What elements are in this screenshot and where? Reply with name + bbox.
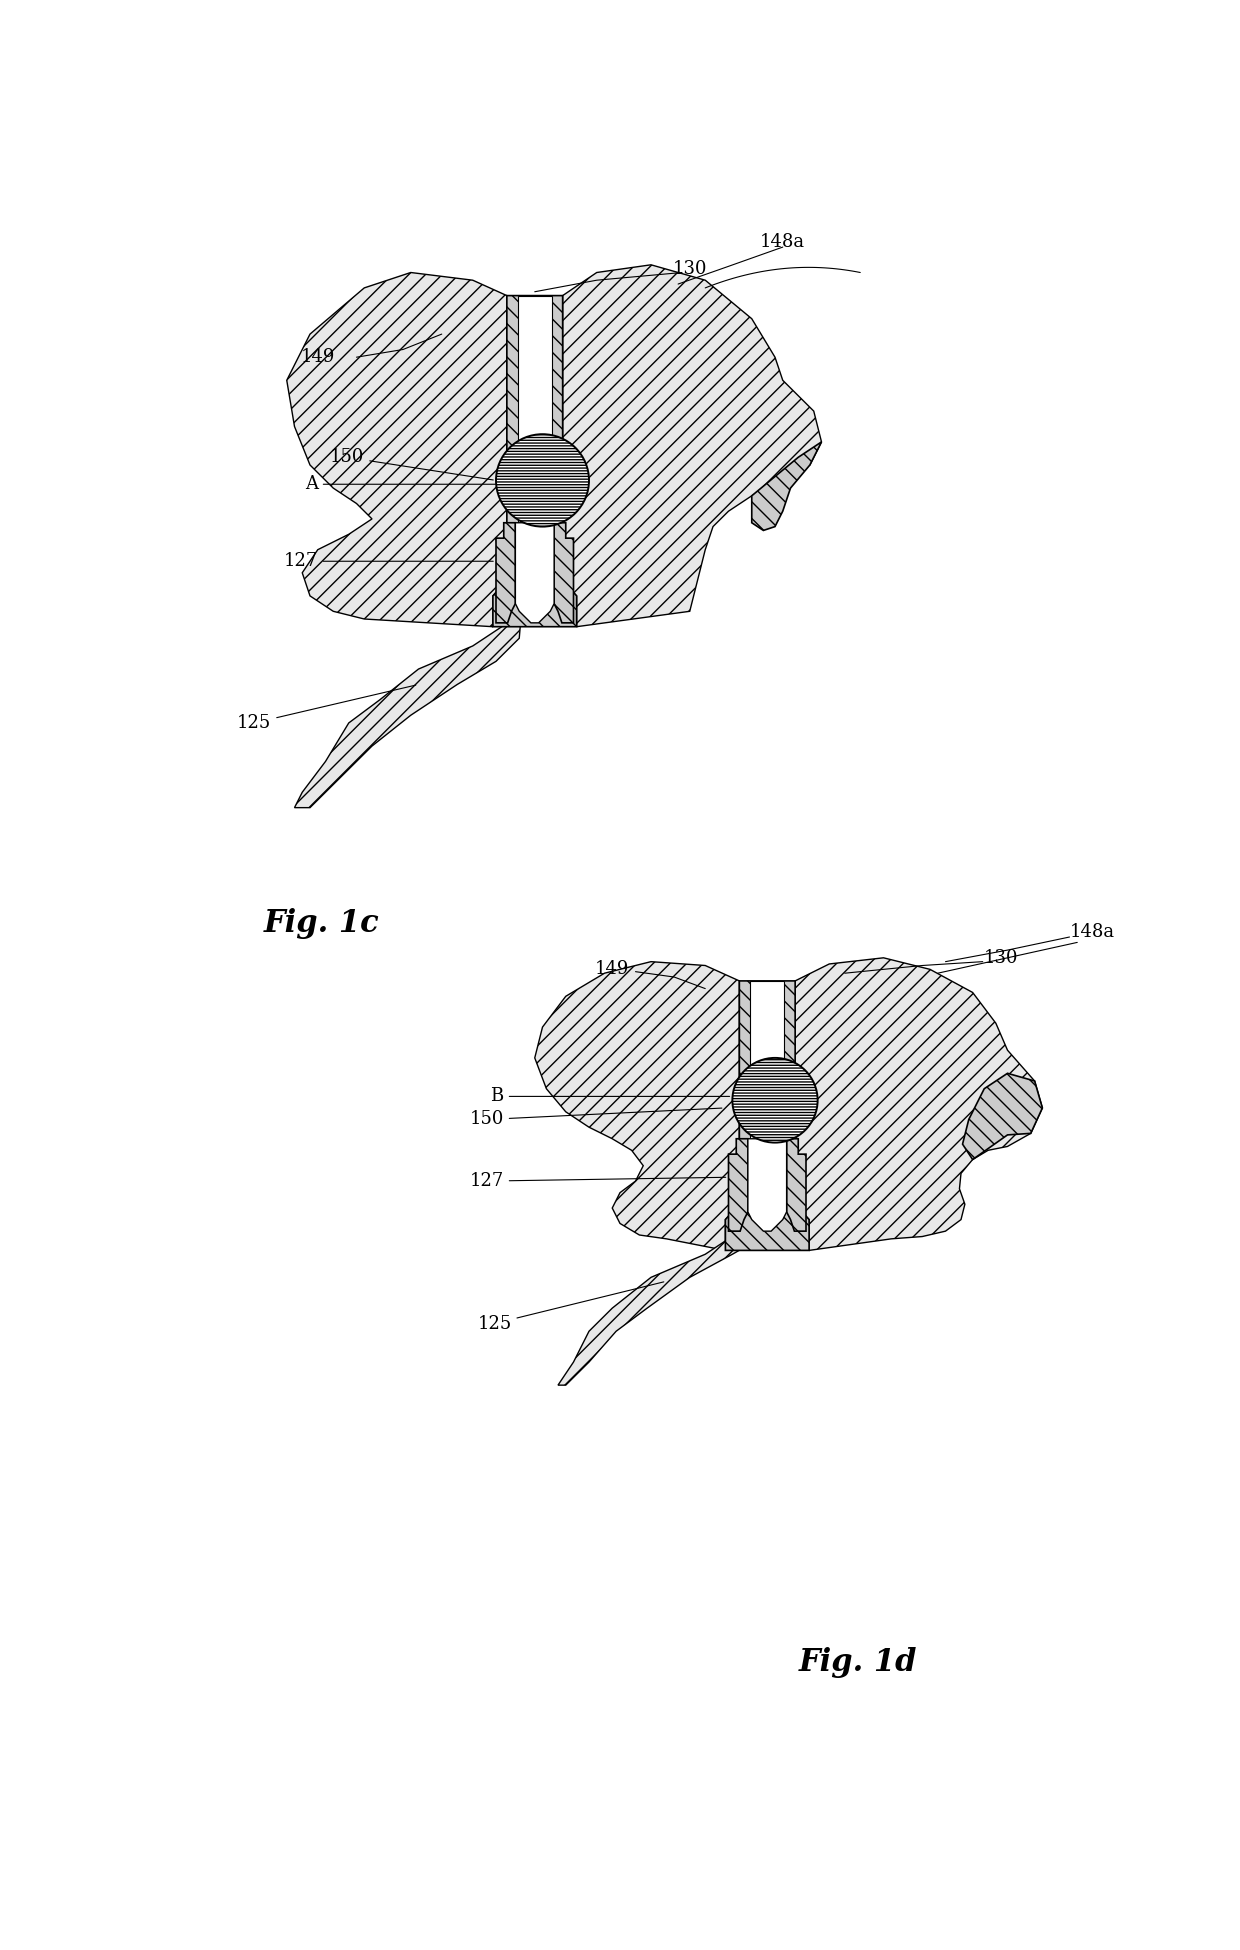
Polygon shape (748, 1139, 786, 1230)
Polygon shape (795, 957, 1043, 1250)
Text: Fig. 1d: Fig. 1d (799, 1648, 916, 1677)
Text: 130: 130 (985, 950, 1019, 967)
Text: 125: 125 (237, 684, 415, 731)
Text: 149: 149 (300, 349, 335, 367)
Polygon shape (494, 296, 577, 626)
Text: 150: 150 (330, 448, 494, 480)
Text: A: A (305, 476, 497, 493)
Text: 149: 149 (595, 959, 630, 979)
Polygon shape (750, 981, 785, 1197)
Polygon shape (518, 296, 552, 573)
Polygon shape (554, 523, 573, 622)
Polygon shape (563, 265, 821, 626)
Polygon shape (751, 443, 821, 530)
Polygon shape (286, 273, 507, 626)
Polygon shape (962, 1072, 1043, 1160)
Text: 127: 127 (284, 552, 494, 569)
Polygon shape (786, 1139, 806, 1230)
Polygon shape (516, 523, 554, 622)
Text: 127: 127 (470, 1172, 725, 1190)
Text: Fig. 1c: Fig. 1c (263, 907, 379, 938)
Polygon shape (725, 981, 808, 1250)
Text: 130: 130 (672, 259, 707, 277)
Text: 148a: 148a (760, 232, 805, 252)
Text: 125: 125 (477, 1281, 663, 1332)
Polygon shape (729, 1139, 748, 1230)
Polygon shape (496, 523, 516, 622)
Polygon shape (295, 538, 527, 807)
Circle shape (733, 1059, 817, 1143)
Text: 150: 150 (470, 1108, 722, 1129)
Circle shape (496, 435, 589, 526)
Polygon shape (558, 1154, 764, 1384)
Polygon shape (534, 961, 739, 1250)
Text: B: B (491, 1088, 729, 1106)
Text: 148a: 148a (1069, 924, 1115, 942)
